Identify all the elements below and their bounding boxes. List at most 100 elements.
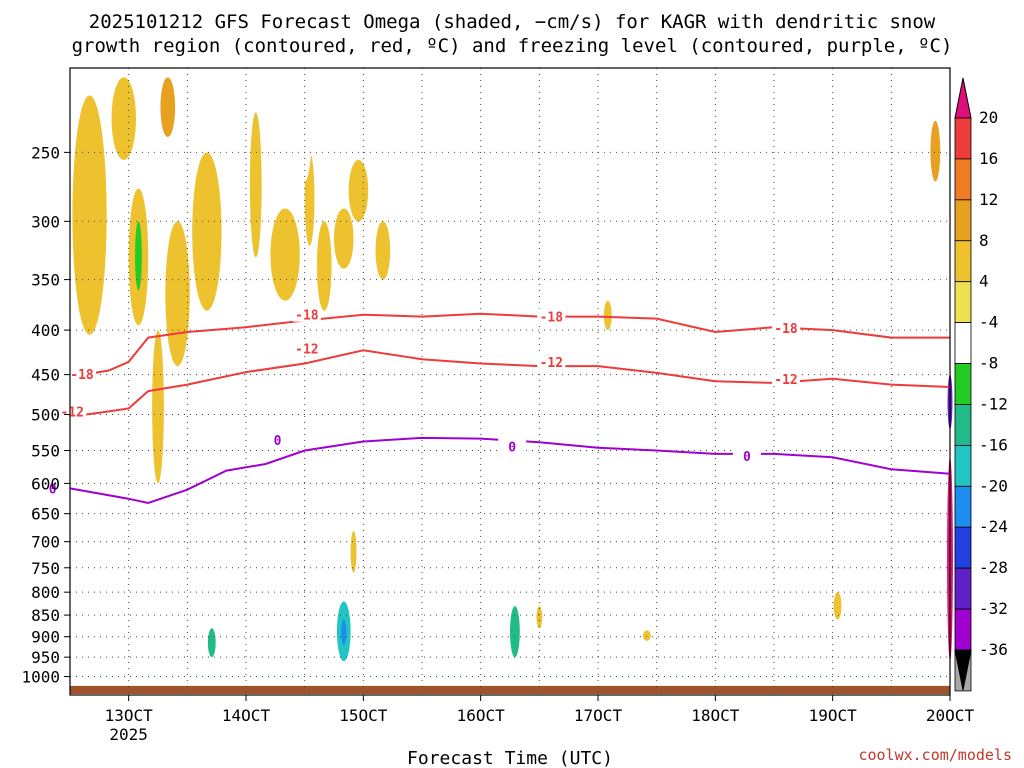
y-tick-label: 600 [31,474,60,493]
chart-title-line-1: 2025101212 GFS Forecast Omega (shaded, −… [89,11,936,33]
contour-label: 0 [508,440,516,455]
colorbar-label: 8 [979,231,989,250]
x-tick-label: 14OCT [222,706,271,725]
x-tick-year-label: 2025 [109,725,148,744]
colorbar-label: -24 [979,517,1008,536]
y-tick-label: 400 [31,321,60,340]
x-tick-label: 16OCT [457,706,506,725]
x-axis-label: Forecast Time (UTC) [407,748,613,768]
omega-blob [930,120,941,182]
colorbar-swatch [954,281,972,324]
omega-blob [536,606,543,629]
omega-blob [249,112,262,258]
contour-label: -18 [774,322,798,337]
omega-blob [152,330,164,484]
contour-label-bg [772,320,800,336]
omega-blob [642,630,651,641]
omega-blob [935,181,946,331]
y-tick-label: 500 [31,405,60,424]
grid-lines [70,68,950,695]
y-tick-label: 250 [31,143,60,162]
colorbar-swatch [954,117,972,160]
colorbar-label: -36 [979,640,1008,659]
colorbar-swatch [954,322,972,364]
contour-label-bg [537,353,566,369]
colorbar-label: -16 [979,435,1008,454]
omega-blob [316,221,332,311]
colorbar-swatch [954,404,972,446]
colorbar-label: 20 [979,108,998,127]
colorbar-swatch [954,158,972,201]
colorbar-swatch [954,363,972,405]
contour-label-bg [38,480,67,496]
contour-label: -12 [60,405,83,420]
colorbar-top-arrow [954,77,972,119]
colorbar-label: 16 [979,149,998,168]
contour-label: -18 [295,309,319,324]
colorbar-bottom-arrow [954,649,972,691]
omega-blob [160,77,176,137]
ground-layer [70,685,950,694]
y-tick-label: 550 [31,442,60,461]
omega-blob [338,68,359,121]
x-tick-label: 19OCT [809,706,858,725]
y-tick-label: 300 [31,212,60,231]
omega-blob [409,592,416,629]
omega-blob [94,628,105,658]
omega-blob [334,208,354,269]
contour-label-bg [537,308,566,324]
contour-label: 0 [49,482,57,497]
omega-blob [111,77,136,160]
colorbar-label: -12 [979,394,1008,413]
contour-label-bg [292,340,321,356]
x-tick-label: 15OCT [339,706,388,725]
contour-line [69,312,950,379]
omega-blob [603,300,612,331]
y-tick-label: 850 [31,606,60,625]
contour-line [69,349,951,418]
omega-blob [270,208,300,301]
colorbar-swatch [954,608,972,651]
contour-label-bg [772,370,800,386]
contour-label-bg [68,365,96,381]
contour-label: 0 [743,450,751,465]
omega-blob [297,68,312,182]
x-tick-label: 18OCT [691,706,740,725]
contour-label: 0 [274,434,282,449]
omega-blob [135,221,142,291]
contour-label-bg [292,306,321,322]
omega-blob [916,112,925,168]
colorbar-label: -8 [979,354,998,373]
colorbar-swatch [954,567,972,610]
contour-label: -18 [70,368,94,383]
contour-label-bg [498,438,527,454]
contour-label: -12 [540,356,563,371]
x-tick-label: 17OCT [574,706,623,725]
colorbar-label: -28 [979,558,1008,577]
omega-shading [72,68,953,677]
colorbar-swatch [954,240,972,283]
y-tick-label: 700 [31,533,60,552]
omega-blob [192,152,222,311]
contour-label-bg [732,447,761,463]
omega-blob [807,610,819,654]
ground-strip [70,685,950,694]
colorbar-swatch [954,199,972,242]
omega-blob [348,159,369,222]
y-tick-label: 950 [31,648,60,667]
contour-lines: -18 -18 -18 -18 -12 -12 -12 -12 0 0 0 0 [38,306,951,505]
omega-blob [207,628,216,658]
y-tick-label: 800 [31,583,60,602]
colorbar-label: -4 [979,313,998,332]
y-tick-label: 350 [31,271,60,290]
plot-frame [69,67,951,696]
colorbar-label: -20 [979,476,1008,495]
colorbar-swatch [954,485,972,528]
y-tick-label: 450 [31,366,60,385]
colorbar-label: 4 [979,272,989,291]
omega-blob [341,619,347,646]
omega-colorbar: 20 16 12 8 4 -4 -8 -12 -16 -20 -24 -28 -32 -36 [954,77,1008,692]
y-tick-label: 1000 [21,668,60,687]
